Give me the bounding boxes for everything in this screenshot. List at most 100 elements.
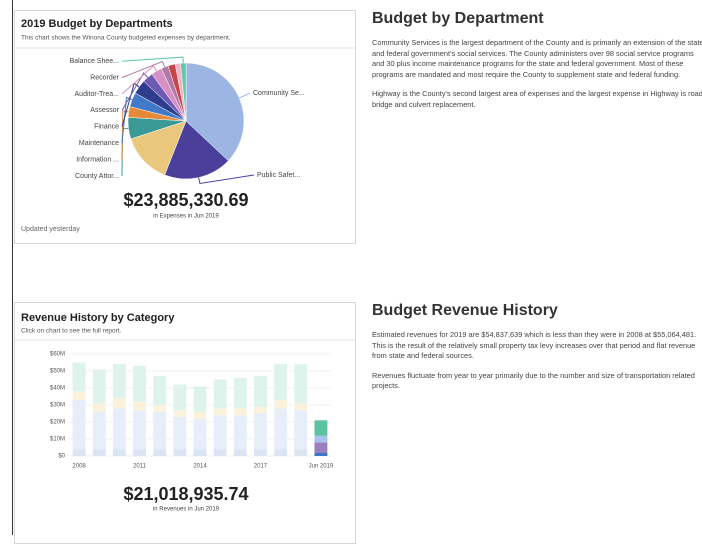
page: 2019 Budget by Departments This chart sh… — [12, 0, 702, 544]
y-tick-label: $40M — [50, 386, 65, 392]
kpi: $21,018,935.74 — [123, 484, 248, 504]
bar-segment — [92, 449, 106, 456]
bar-segment — [72, 399, 86, 450]
leader-line — [198, 174, 255, 185]
bar-segment — [153, 449, 167, 456]
leader-line — [121, 60, 166, 79]
chart-title: 2019 Budget by Departments — [21, 18, 173, 30]
bar-segment — [153, 411, 167, 450]
bar-segment — [233, 408, 247, 416]
chart-title: Revenue History by Category — [21, 312, 175, 324]
bar-segment — [112, 364, 126, 399]
section: Budget Revenue History Estimated revenue… — [372, 302, 702, 401]
bar-segment — [294, 410, 308, 450]
x-tick-label: 2011 — [133, 464, 147, 470]
bar-segment — [92, 411, 106, 450]
bar-segment — [294, 449, 308, 456]
bar-segment — [112, 408, 126, 450]
bar-segment — [294, 364, 308, 404]
y-tick-label: $50M — [50, 369, 65, 375]
bar-segment — [254, 406, 267, 414]
bar-segment — [112, 398, 126, 409]
bar-segment — [213, 408, 227, 416]
bar-segment — [133, 401, 146, 411]
frame — [12, 0, 702, 535]
x-tick-label: 2017 — [254, 464, 268, 470]
bar-segment — [314, 452, 328, 456]
bar-segment — [233, 377, 247, 409]
section-heading: Budget by Department — [372, 10, 544, 27]
paragraph: Revenues fluctuate from year to year pri… — [372, 370, 695, 391]
bar-segment — [274, 364, 288, 400]
paragraph: Estimated revenues for 2019 are $54,837,… — [372, 330, 697, 361]
slice-label: Recorder — [90, 74, 119, 81]
pie-chart: 2019 Budget by Departments This chart sh… — [15, 18, 355, 233]
slice-label: Information ... — [76, 156, 119, 163]
bar-segment — [254, 449, 267, 456]
bar-segment — [193, 386, 207, 412]
bar-segment — [112, 449, 126, 456]
leader-line — [121, 56, 184, 64]
x-tick-label: 2008 — [72, 464, 86, 470]
slice-label: County Attor... — [75, 173, 119, 180]
bar-segment — [213, 449, 227, 456]
bar-segment — [274, 399, 288, 409]
section: Budget by Department Community Services … — [372, 10, 702, 120]
bar-segment — [173, 384, 187, 411]
y-tick-label: $10M — [50, 437, 65, 443]
kpi-caption: in Expenses in Jun 2019 — [153, 214, 219, 220]
bar-segment — [173, 410, 187, 417]
bar-segment — [294, 403, 308, 411]
y-tick-label: $30M — [50, 403, 65, 409]
x-tick-label: Jun 2019 — [309, 464, 334, 470]
bar-segment — [133, 365, 146, 402]
bar-segment — [92, 403, 106, 412]
chart-subtitle: Click on chart to see the full report. — [21, 328, 122, 335]
bar-segment — [314, 442, 328, 453]
paragraph: Highway is the County's second largest a… — [372, 89, 702, 109]
slice-label: Maintenance — [79, 140, 119, 147]
leader-line — [121, 72, 149, 111]
pie-slice — [164, 120, 229, 180]
bar-segment — [72, 391, 86, 400]
leader-line — [121, 65, 157, 95]
slice-label: Finance — [94, 124, 119, 131]
slice-label: Community Se... — [253, 90, 305, 97]
bar-segment — [193, 418, 207, 450]
bar-segment — [153, 376, 167, 405]
bar-chart: Revenue History by Category Click on cha… — [15, 312, 355, 513]
x-tick-label: 2014 — [193, 464, 207, 470]
chart-subtitle: This chart shows the Winona County budge… — [21, 35, 231, 42]
bar-segment — [173, 416, 187, 450]
bar-segment — [153, 405, 167, 412]
section-heading: Budget Revenue History — [372, 302, 558, 319]
bar-segment — [92, 369, 106, 404]
bar-segment — [274, 449, 288, 456]
bar-segment — [233, 449, 247, 456]
footer: Updated yesterday — [21, 226, 80, 233]
bar-segment — [133, 410, 146, 450]
slice-label: Public Safet... — [257, 172, 300, 179]
bar-segment — [254, 376, 267, 407]
leader-line — [239, 92, 251, 99]
kpi: $23,885,330.69 — [123, 190, 248, 210]
slice-label: Assessor — [90, 107, 119, 114]
slice-label: Auditor-Trea... — [75, 91, 120, 98]
bar-segment — [133, 449, 146, 456]
y-tick-label: $0 — [58, 454, 65, 460]
bar-segment — [274, 408, 288, 450]
kpi-caption: in Revenues in Jun 2019 — [153, 507, 220, 513]
bar-segment — [314, 435, 328, 443]
bar-segment — [72, 449, 86, 456]
bar-segment — [213, 415, 227, 450]
y-tick-label: $20M — [50, 420, 65, 426]
y-tick-label: $60M — [50, 352, 65, 358]
bar-segment — [72, 362, 86, 392]
bar-segment — [213, 379, 227, 409]
pie-card: 2019 Budget by Departments This chart sh… — [14, 10, 356, 244]
slice-label: Balance Shee... — [70, 58, 119, 65]
paragraph: Community Services is the largest depart… — [372, 38, 702, 79]
pie-slice — [180, 62, 187, 122]
bar-segment — [314, 420, 328, 436]
bar-segment — [233, 415, 247, 450]
